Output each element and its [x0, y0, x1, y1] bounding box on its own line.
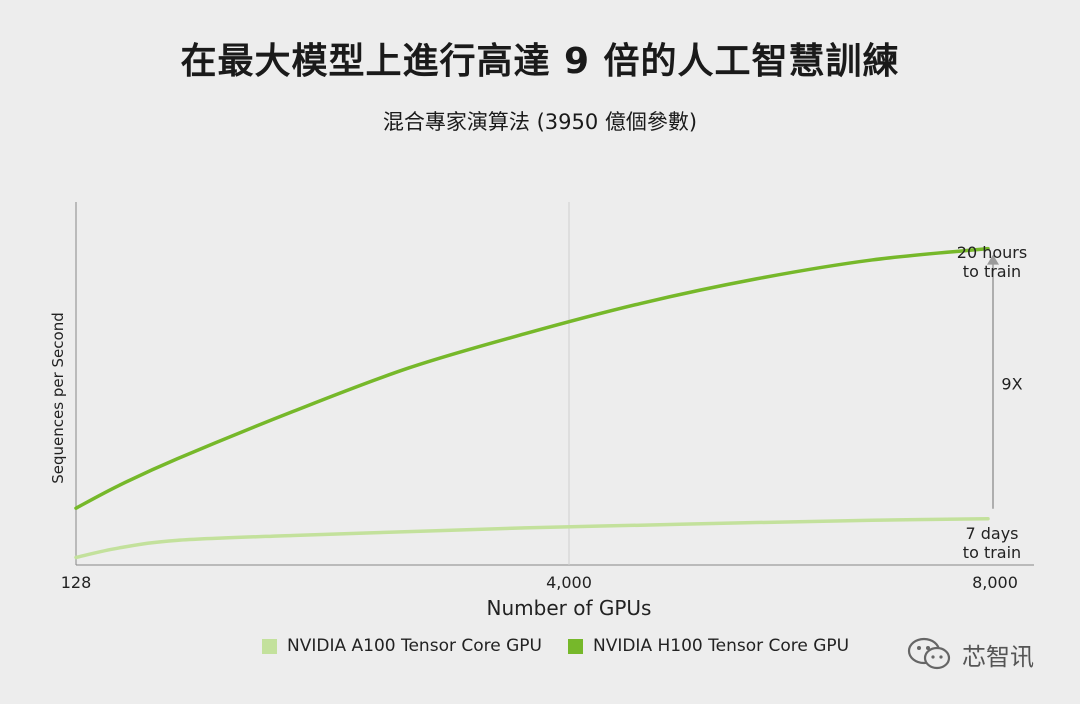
- x-tick-label: 4,000: [546, 573, 592, 592]
- x-tick-label: 8,000: [972, 573, 1018, 592]
- chart-subtitle: 混合專家演算法 (3950 億個參數): [382, 110, 698, 134]
- watermark-text: 芯智讯: [962, 642, 1034, 671]
- legend-label-h100: NVIDIA H100 Tensor Core GPU: [592, 636, 850, 656]
- series-line-h100: [74, 246, 990, 510]
- chart-title: 在最大模型上進行高達 9 倍的人工智慧訓練: [180, 41, 900, 82]
- chart-axes: 128 4,000 8,000 Number of GPUs Sequences per…: [49, 202, 1034, 620]
- chart-legend: NVIDIA A100 Tensor Core GPU NVIDIA H100 …: [262, 636, 875, 656]
- watermark: 芯智讯: [906, 636, 1034, 672]
- chart-annotations: 9X 20 hours to train 7 days to train: [957, 243, 1027, 562]
- chart-series: [74, 246, 990, 560]
- annotation-h100-time: 20 hours to train: [957, 243, 1027, 281]
- series-line-a100: [74, 517, 990, 560]
- annotation-a100-time: 7 days to train: [963, 524, 1021, 562]
- ratio-arrow-head: [987, 254, 999, 265]
- wechat-icon: [907, 637, 951, 670]
- legend-swatch-h100: [567, 638, 583, 654]
- legend-item-h100: NVIDIA H100 Tensor Core GPU: [567, 636, 850, 656]
- x-tick-label: 128: [61, 573, 92, 592]
- legend-label-a100: NVIDIA A100 Tensor Core GPU: [287, 636, 542, 656]
- legend-item-a100: NVIDIA A100 Tensor Core GPU: [262, 636, 542, 656]
- y-axis-label: Sequences per Second: [49, 312, 67, 483]
- x-axis-label: Number of GPUs: [487, 596, 652, 620]
- ratio-label: 9X: [1001, 375, 1022, 394]
- legend-swatch-a100: [262, 638, 277, 654]
